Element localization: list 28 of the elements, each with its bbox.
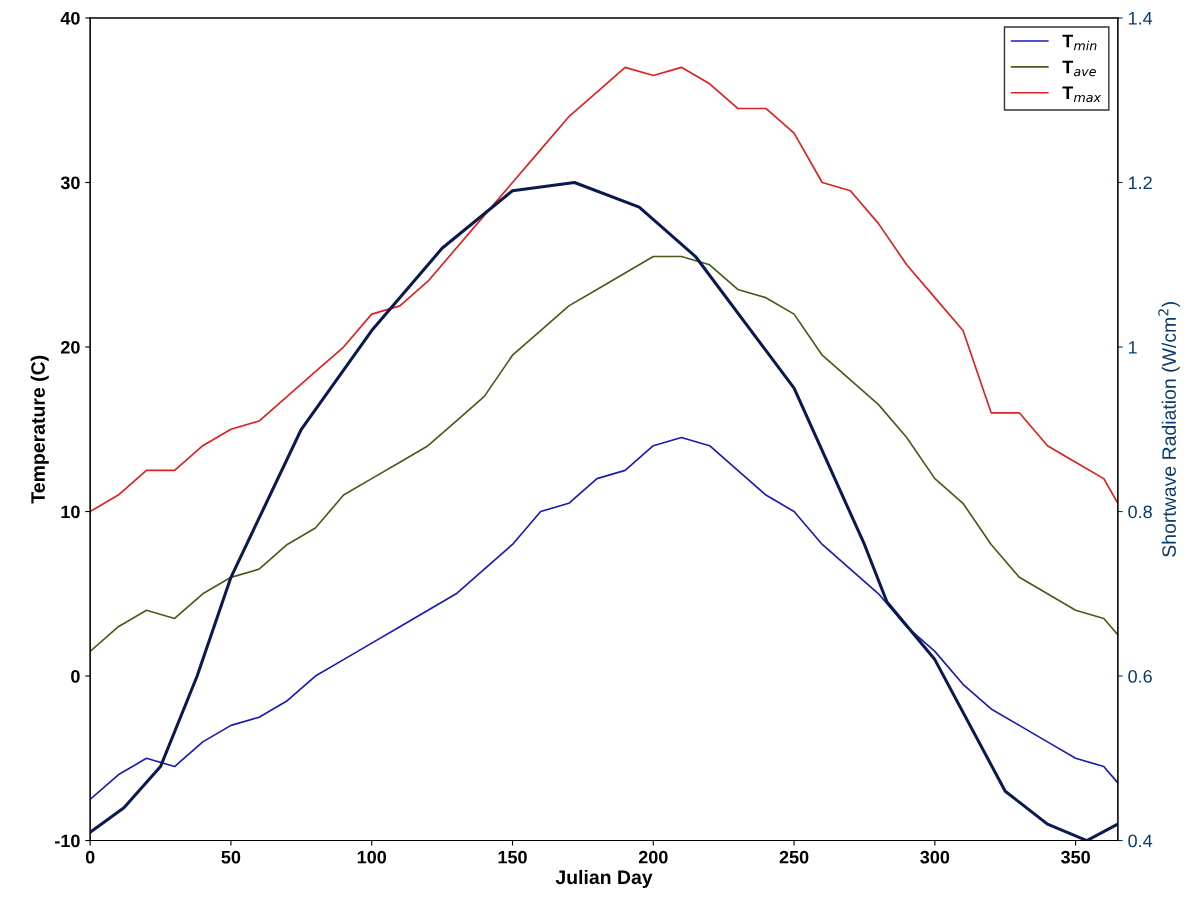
x-tick-label: 50 <box>221 850 241 864</box>
y2-tick-label: 0.6 <box>1128 669 1152 683</box>
y2-tick-label: 1 <box>1128 341 1137 354</box>
y-tick-label: 30 <box>60 176 80 190</box>
y2-tick-label: 0.8 <box>1128 505 1152 519</box>
line-series <box>90 255 1118 653</box>
x-tick-label: 0 <box>85 850 95 864</box>
y2-tick-label: 1.4 <box>1128 12 1153 25</box>
legend-label: T$_{max}$ <box>1062 86 1102 103</box>
x-tick-label: 200 <box>638 850 668 864</box>
x-tick-label: 300 <box>920 850 950 864</box>
x-tick-label: 250 <box>779 850 809 864</box>
x-axis-title: Julian Day <box>555 869 653 889</box>
y-tick-label: 20 <box>60 340 80 354</box>
x-tick-label: 150 <box>498 850 527 864</box>
legend-label: T$_{ave}$ <box>1062 60 1096 77</box>
y2-tick-label: 0.4 <box>1128 834 1153 848</box>
x-tick-label: 350 <box>1060 850 1090 864</box>
legend-label: T$_{min}$ <box>1062 34 1097 51</box>
line-series <box>90 436 1118 801</box>
y-axis-title: Temperature (C) <box>30 355 49 504</box>
y2-axis-title: Shortwave Radiation (W/cm$^{2}$) <box>1158 302 1180 557</box>
x-tick-label: 100 <box>357 850 387 864</box>
y-tick-label: 0 <box>71 669 80 683</box>
y-tick-label: -10 <box>55 834 80 848</box>
y2-tick-label: 1.2 <box>1128 176 1152 190</box>
y-tick-label: 10 <box>61 505 80 519</box>
y-tick-label: 40 <box>60 11 80 25</box>
